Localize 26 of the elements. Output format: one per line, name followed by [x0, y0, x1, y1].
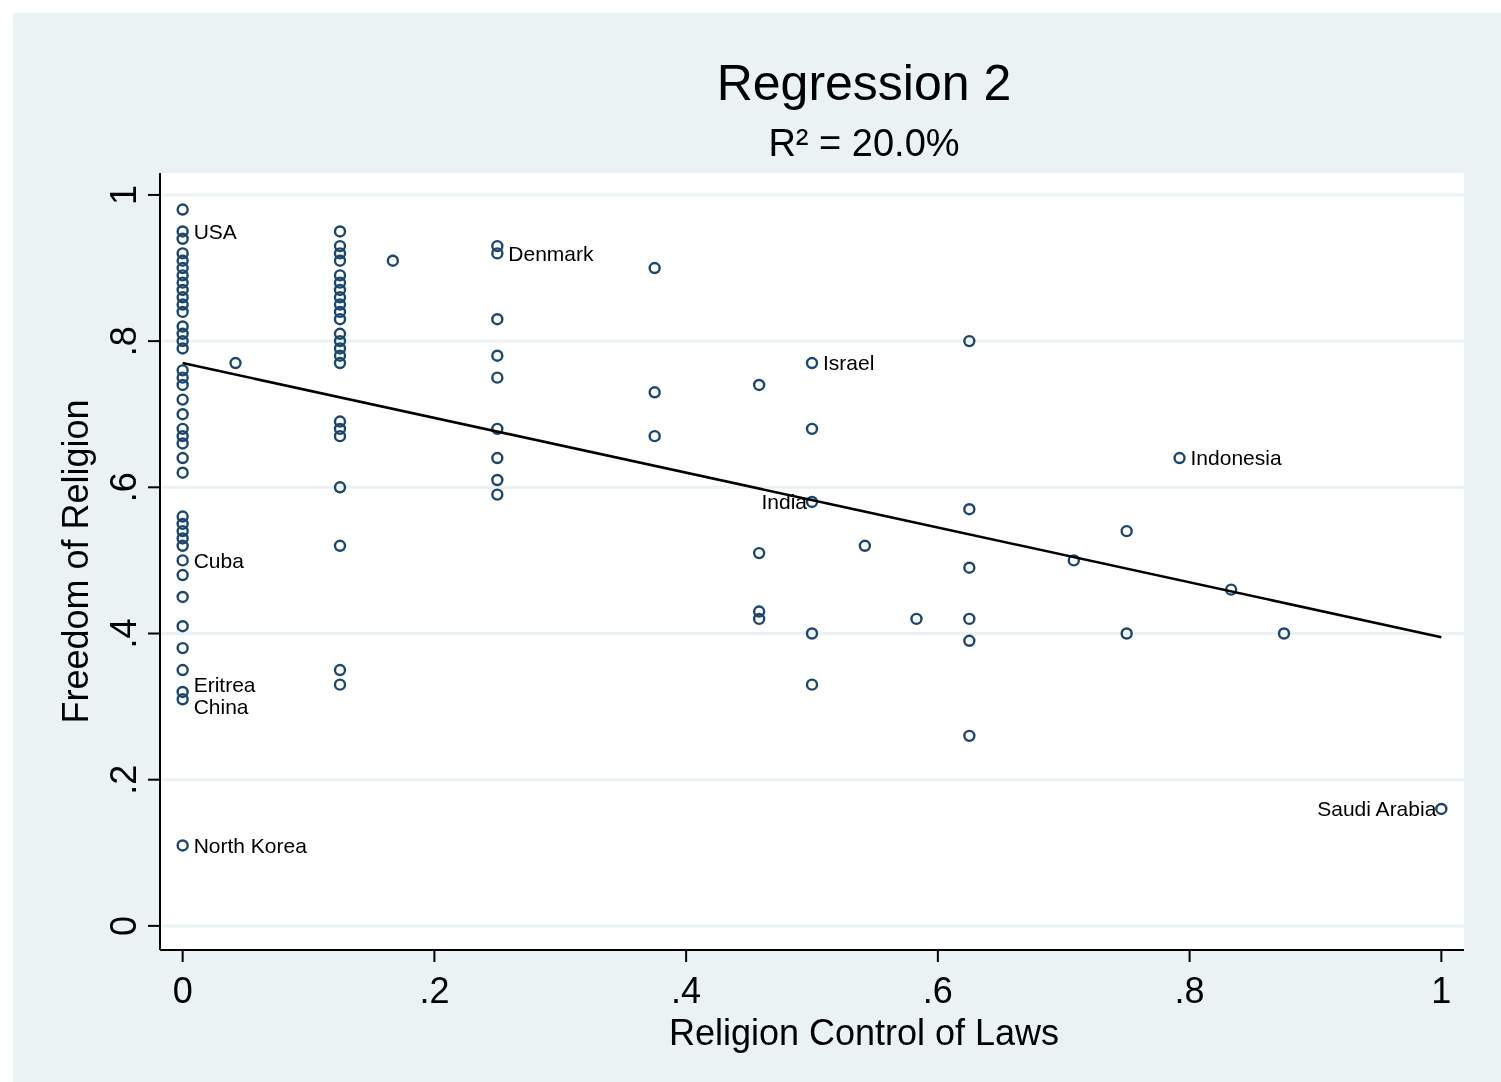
chart-subtitle: R² = 20.0% — [768, 122, 960, 164]
x-tick-label: .2 — [419, 970, 450, 1011]
y-tick-label: .6 — [103, 472, 144, 503]
annotation: Cuba — [193, 548, 245, 572]
x-tick-label: .8 — [1174, 970, 1205, 1011]
y-tick-label: 1 — [103, 184, 144, 205]
y-tick-label: 0 — [103, 915, 144, 936]
chart-title: Regression 2 — [716, 55, 1012, 111]
annotation: Indonesia — [1190, 446, 1282, 470]
x-tick-label: .6 — [922, 970, 953, 1011]
y-tick-label: .2 — [103, 764, 144, 795]
annotation: Eritrea — [193, 672, 256, 696]
x-tick-label: .4 — [671, 970, 702, 1011]
y-axis-title: Freedom of Religion — [55, 399, 96, 724]
y-tick-label: .8 — [103, 326, 144, 357]
annotation: India — [761, 490, 808, 514]
x-tick-label: 0 — [172, 970, 193, 1011]
annotation: USA — [193, 219, 237, 243]
y-tick-label: .4 — [103, 618, 144, 649]
x-tick-label: 1 — [1431, 970, 1452, 1011]
annotation: Israel — [823, 351, 875, 375]
annotation: China — [193, 694, 249, 718]
annotation: Denmark — [508, 241, 595, 265]
annotation: North Korea — [193, 833, 308, 857]
annotation: Saudi Arabia — [1317, 797, 1437, 821]
x-axis-title: Religion Control of Laws — [668, 1012, 1060, 1053]
